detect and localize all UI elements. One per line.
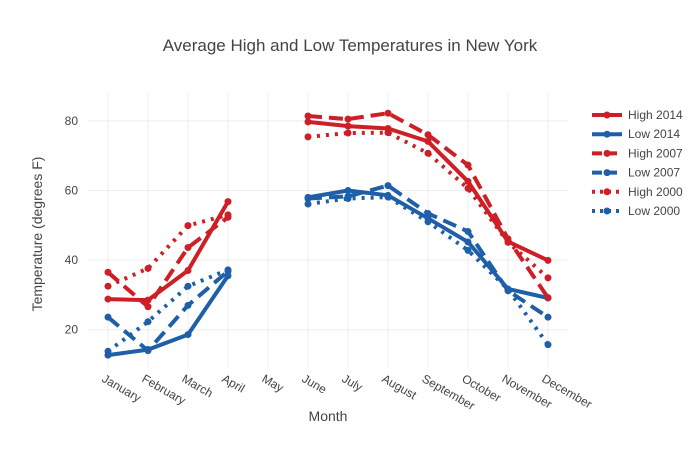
data-point[interactable] (544, 274, 552, 282)
legend-label: High 2014 (628, 108, 683, 122)
x-tick-label: May (260, 371, 287, 394)
data-point[interactable] (184, 331, 192, 339)
legend-marker (603, 188, 611, 196)
legend-marker (603, 149, 611, 157)
data-point[interactable] (104, 295, 112, 303)
data-point[interactable] (464, 228, 472, 236)
data-point[interactable] (464, 238, 472, 246)
data-point[interactable] (464, 184, 472, 192)
data-point[interactable] (344, 186, 352, 194)
data-point[interactable] (384, 193, 392, 201)
legend[interactable]: High 2014 Low 2014 High 2007 Low 2007 High 2… (592, 108, 683, 218)
y-tick-label: 20 (65, 323, 79, 337)
data-point[interactable] (504, 238, 512, 246)
series-line (107, 212, 229, 289)
data-point[interactable] (504, 285, 512, 293)
series-line (107, 200, 230, 303)
series-line (107, 274, 230, 358)
data-point[interactable] (184, 222, 192, 230)
chart-title: Average High and Low Temperatures in New… (163, 36, 538, 55)
plot-area (104, 109, 552, 359)
legend-label: Low 2007 (628, 166, 680, 180)
y-axis: 20 40 60 80 (65, 114, 79, 337)
data-point[interactable] (184, 244, 192, 252)
legend-label: Low 2000 (628, 204, 680, 218)
data-point[interactable] (464, 177, 472, 185)
legend-item-high-2007[interactable]: High 2007 (592, 146, 683, 160)
data-point[interactable] (104, 347, 112, 355)
legend-marker (603, 169, 611, 177)
data-point[interactable] (224, 198, 232, 206)
data-point[interactable] (104, 282, 112, 290)
series-high-2014 (104, 118, 552, 304)
data-point[interactable] (344, 115, 352, 123)
legend-item-high-2000[interactable]: High 2000 (592, 185, 683, 199)
legend-item-high-2014[interactable]: High 2014 (592, 108, 683, 122)
x-axis-title: Month (309, 408, 348, 424)
data-point[interactable] (224, 266, 232, 274)
data-point[interactable] (384, 129, 392, 137)
series-low-2000 (104, 193, 552, 355)
series-line (106, 267, 229, 353)
data-point[interactable] (544, 341, 552, 349)
data-point[interactable] (104, 313, 112, 321)
x-tick-label: April (220, 371, 248, 395)
legend-label: Low 2014 (628, 127, 680, 141)
data-point[interactable] (424, 137, 432, 145)
legend-marker (603, 111, 611, 119)
legend-item-low-2007[interactable]: Low 2007 (592, 166, 680, 180)
legend-marker (603, 130, 611, 138)
legend-item-low-2000[interactable]: Low 2000 (592, 204, 680, 218)
data-point[interactable] (144, 318, 152, 326)
legend-item-low-2014[interactable]: Low 2014 (592, 127, 680, 141)
data-point[interactable] (304, 118, 312, 126)
data-point[interactable] (544, 256, 552, 264)
data-point[interactable] (544, 313, 552, 321)
x-tick-label: August (380, 371, 420, 402)
data-point[interactable] (424, 209, 432, 217)
data-point[interactable] (144, 347, 152, 355)
series-line (106, 269, 230, 353)
data-point[interactable] (304, 133, 312, 141)
data-point[interactable] (464, 161, 472, 169)
y-tick-label: 80 (65, 114, 79, 128)
data-point[interactable] (424, 218, 432, 226)
x-tick-label: January (100, 371, 144, 404)
x-tick-label: February (140, 371, 189, 407)
data-point[interactable] (464, 246, 472, 254)
series-high-2007 (104, 109, 552, 311)
legend-label: High 2007 (628, 146, 683, 160)
data-point[interactable] (304, 200, 312, 208)
series-high-2000 (104, 129, 552, 290)
data-point[interactable] (184, 301, 192, 309)
y-tick-label: 40 (65, 253, 79, 267)
data-point[interactable] (144, 264, 152, 272)
y-tick-label: 60 (65, 183, 79, 197)
data-point[interactable] (344, 129, 352, 137)
data-point[interactable] (424, 149, 432, 157)
data-point[interactable] (144, 296, 152, 304)
data-point[interactable] (144, 303, 152, 311)
data-point[interactable] (184, 267, 192, 275)
data-point[interactable] (224, 211, 232, 219)
series-line (106, 215, 230, 309)
x-tick-label: June (300, 371, 330, 396)
data-point[interactable] (304, 112, 312, 120)
legend-label: High 2000 (628, 185, 683, 199)
data-point[interactable] (344, 194, 352, 202)
series-low-2007 (104, 182, 552, 355)
data-point[interactable] (384, 182, 392, 190)
data-point[interactable] (384, 109, 392, 117)
y-axis-title: Temperature (degrees F) (29, 157, 45, 312)
data-point[interactable] (544, 294, 552, 302)
legend-marker (603, 207, 611, 215)
data-point[interactable] (424, 131, 432, 139)
x-tick-label: July (340, 371, 365, 394)
data-point[interactable] (304, 194, 312, 202)
data-point[interactable] (184, 282, 192, 290)
data-point[interactable] (104, 268, 112, 276)
data-point[interactable] (344, 122, 352, 130)
